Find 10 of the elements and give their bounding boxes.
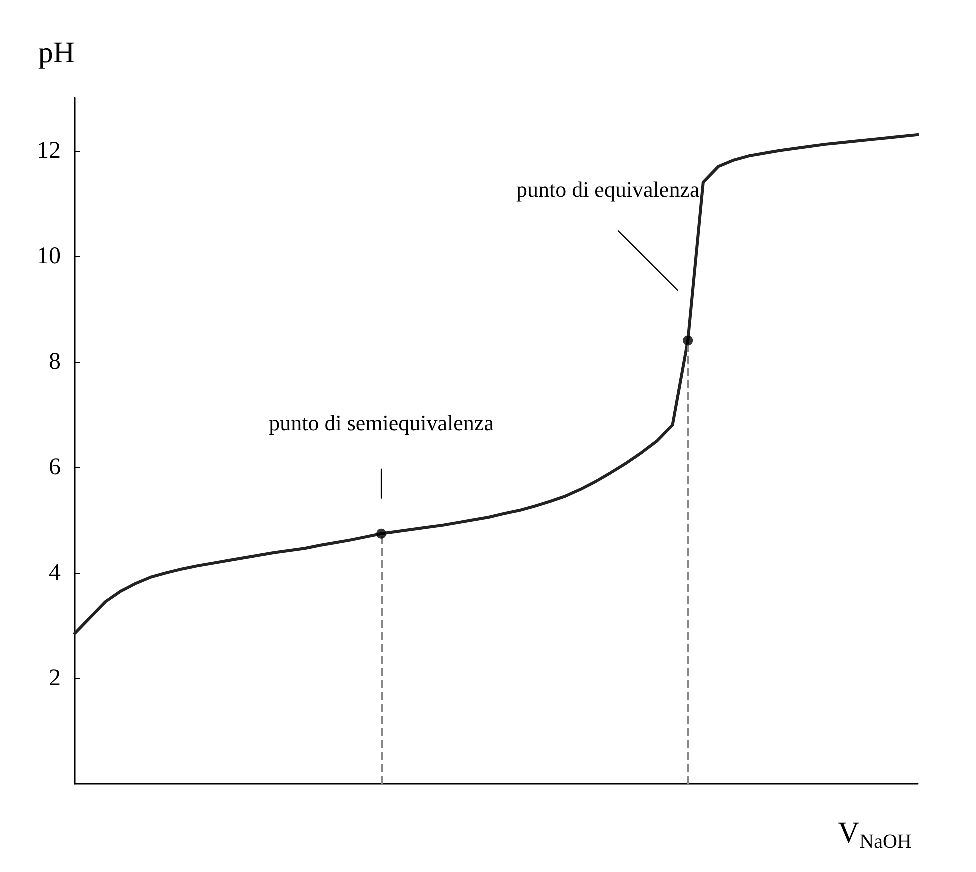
annotation: punto di equivalenza <box>516 177 700 202</box>
y-tick-label: 6 <box>49 454 61 480</box>
y-tick-label: 4 <box>49 560 61 586</box>
y-tick-label: 10 <box>37 243 61 270</box>
y-tick-label: 8 <box>49 348 61 375</box>
y-tick-label: 12 <box>37 138 61 164</box>
line-series <box>74 133 920 636</box>
y-tick-label: 2 <box>49 665 61 692</box>
annotation: punto di semiequivalenza <box>269 410 494 436</box>
y-axis-title: pH <box>38 36 75 70</box>
